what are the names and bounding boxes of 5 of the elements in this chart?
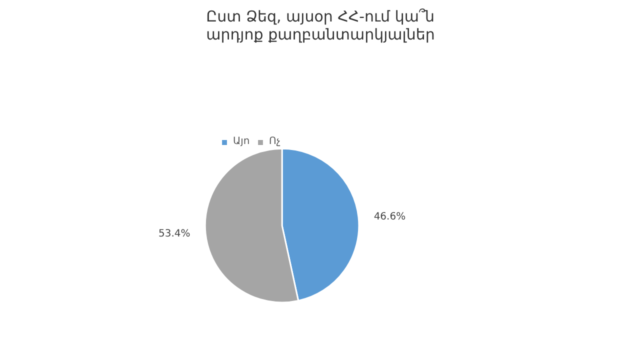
legend-label: Ոչ: [269, 136, 282, 147]
data-label: 53.4%: [158, 228, 190, 240]
legend-label: Այո: [233, 136, 251, 147]
chart-title: Ըստ Ձեզ, այսօր ՀՀ-ում կա՞ն արդյոք քաղբանտարկյալներ: [206, 8, 435, 44]
data-label: 46.6%: [374, 211, 406, 222]
